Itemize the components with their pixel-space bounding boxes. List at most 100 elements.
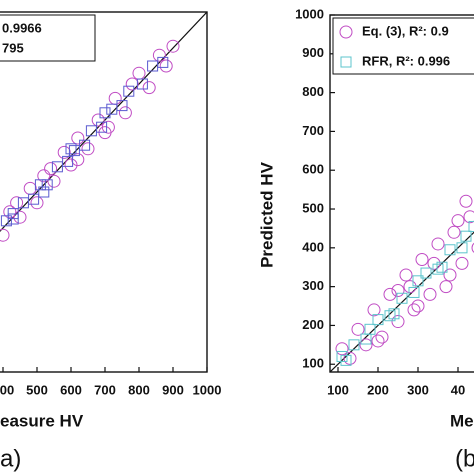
point	[96, 121, 108, 133]
point	[451, 214, 465, 228]
x-tick-label: 700	[94, 382, 116, 397]
plot-area	[0, 12, 207, 242]
y-tick-label: 800	[302, 84, 324, 99]
point	[436, 261, 448, 273]
point	[384, 310, 396, 322]
point	[99, 107, 111, 119]
point	[64, 158, 78, 172]
point	[0, 228, 10, 242]
plot-frame	[329, 14, 474, 373]
x-tick-label: 900	[162, 382, 184, 397]
point	[351, 322, 365, 336]
identity-line	[330, 231, 474, 372]
point	[335, 342, 349, 356]
point	[79, 139, 91, 151]
point	[57, 145, 71, 159]
point	[372, 314, 384, 326]
y-tick-label: 200	[302, 317, 324, 332]
x-tick-label: 600	[60, 382, 82, 397]
point	[455, 256, 469, 270]
point	[116, 100, 128, 112]
point	[13, 210, 27, 224]
point	[3, 205, 17, 219]
point	[336, 350, 348, 362]
x-tick-label: 200	[367, 382, 389, 397]
point	[152, 48, 166, 62]
y-tick-label: 700	[302, 123, 324, 138]
legend-marker	[339, 25, 353, 39]
point	[340, 354, 352, 366]
x-axis-title: Me	[450, 411, 474, 430]
point	[142, 81, 156, 95]
point	[459, 194, 473, 208]
x-tick-label: 00	[0, 382, 14, 397]
point	[471, 242, 474, 253]
point	[423, 287, 437, 301]
point	[0, 215, 12, 227]
legend-label: RFR, R²: 0.996	[362, 53, 450, 68]
point	[447, 225, 461, 239]
y-tick-label: 100	[302, 356, 324, 371]
y-tick-label: 500	[302, 200, 324, 215]
point	[427, 256, 441, 270]
point	[403, 280, 417, 294]
identity-line	[0, 12, 207, 233]
point	[71, 131, 85, 145]
point	[444, 244, 456, 256]
x-tick-label: 100	[327, 382, 349, 397]
point	[468, 220, 474, 232]
point	[391, 315, 405, 329]
x-tick-label: 40	[451, 382, 465, 397]
point	[34, 179, 46, 191]
point	[7, 208, 19, 220]
panel-label: (b	[455, 445, 474, 472]
point	[91, 113, 105, 127]
point	[23, 181, 37, 195]
y-tick-label: 300	[302, 278, 324, 293]
point	[101, 120, 115, 134]
x-tick-label: 300	[407, 382, 429, 397]
x-tick-label: 500	[26, 382, 48, 397]
point	[396, 292, 408, 304]
legend-label: 795	[2, 40, 24, 55]
point	[41, 179, 53, 191]
point	[28, 193, 40, 205]
point	[431, 237, 445, 251]
legend-box	[332, 17, 474, 75]
point	[383, 287, 397, 301]
point	[157, 56, 169, 68]
point	[420, 267, 432, 279]
point	[136, 78, 148, 90]
x-tick-label: 1000	[193, 382, 222, 397]
point	[443, 268, 457, 282]
point	[37, 169, 51, 183]
point	[439, 280, 453, 294]
point	[44, 162, 58, 176]
point	[125, 77, 139, 91]
point	[408, 286, 420, 298]
point	[30, 196, 44, 210]
point	[123, 85, 135, 97]
point	[388, 308, 400, 320]
point	[391, 284, 405, 298]
point	[118, 106, 132, 120]
y-tick-label: 600	[302, 162, 324, 177]
point	[166, 39, 180, 53]
point	[359, 338, 373, 352]
point	[364, 323, 376, 335]
x-tick-label: 800	[128, 382, 150, 397]
point	[38, 186, 50, 198]
point	[432, 263, 444, 275]
point	[81, 142, 95, 156]
point	[456, 242, 468, 254]
point	[367, 303, 381, 317]
legend-label: Eq. (3), R²: 0.9	[362, 23, 449, 38]
point	[407, 303, 421, 317]
point	[399, 268, 413, 282]
legend-label: 0.9966	[2, 20, 42, 35]
legend-box	[0, 14, 96, 62]
point	[415, 252, 429, 266]
point	[62, 155, 74, 167]
point	[343, 351, 357, 365]
x-axis-title: easure HV	[0, 411, 84, 430]
